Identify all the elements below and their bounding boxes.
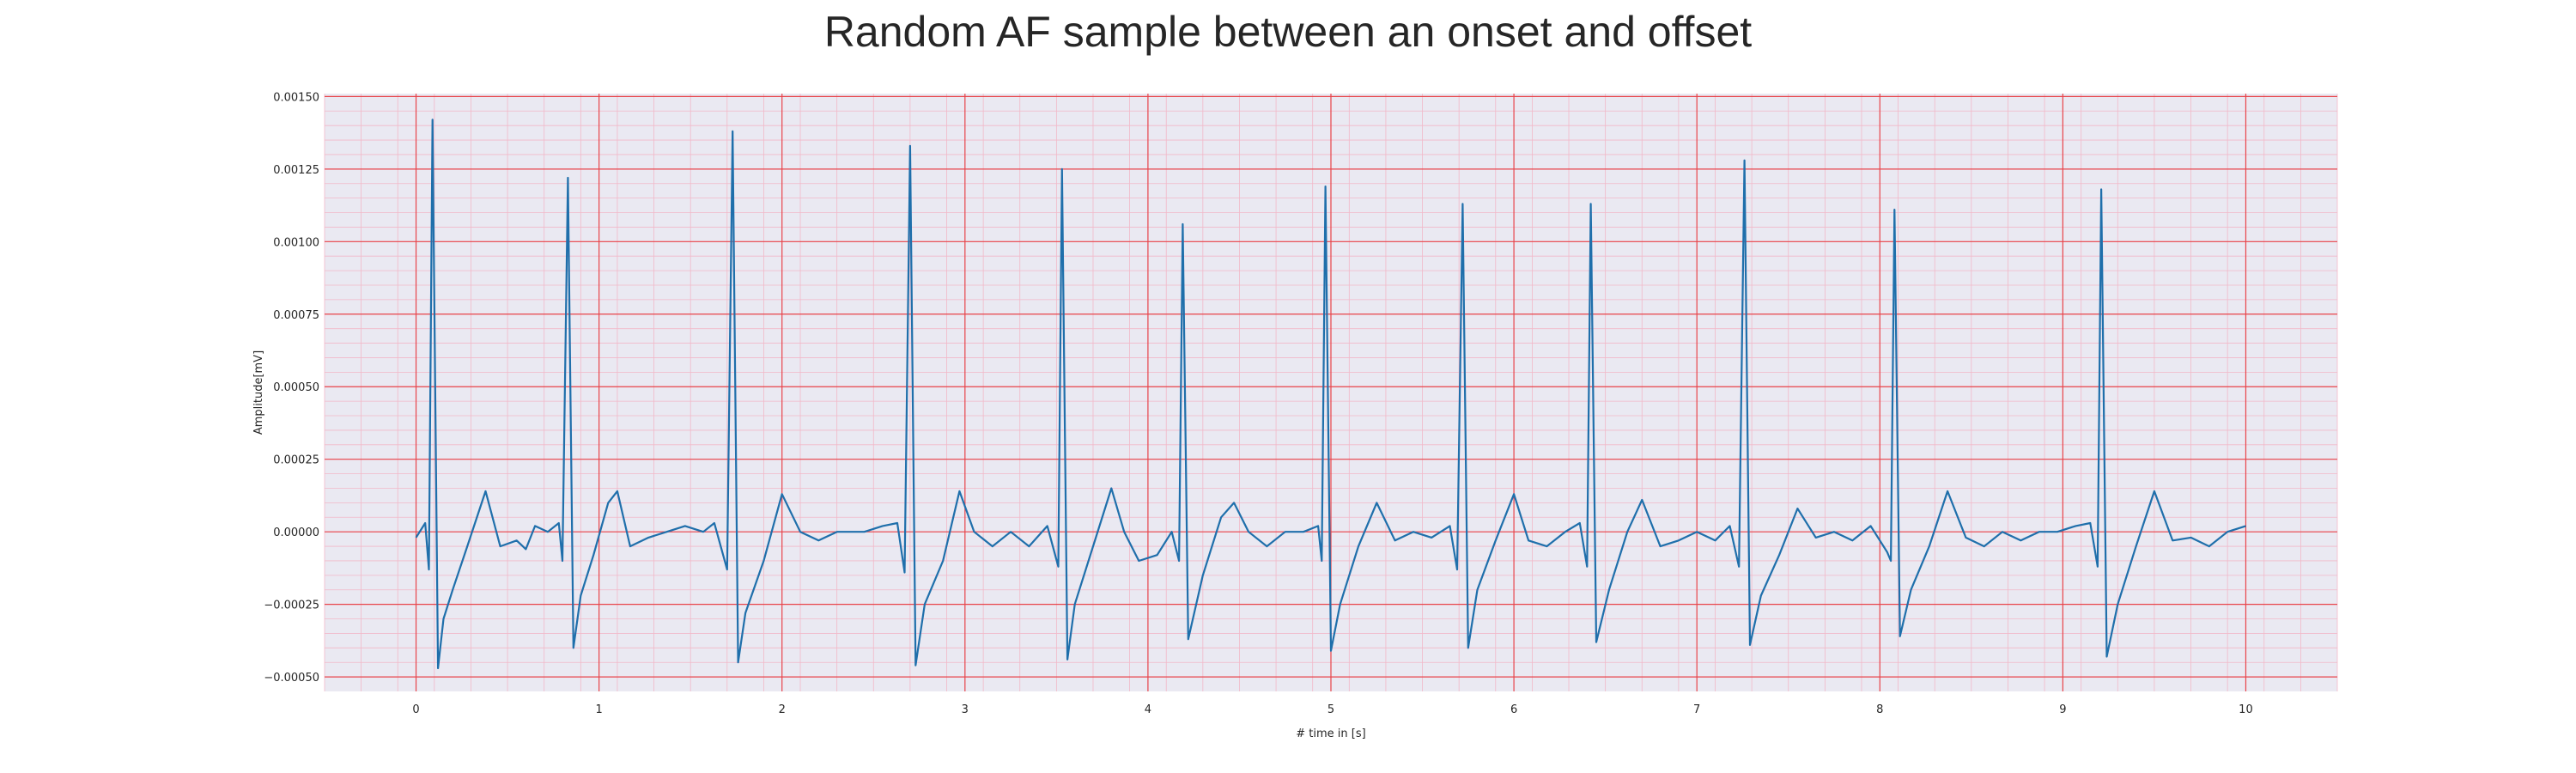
y-axis-label: Amplitude[mV] — [252, 350, 265, 435]
y-tick-label: 0.00150 — [273, 91, 319, 104]
y-tick-label: 0.00100 — [273, 236, 319, 249]
x-tick-label: 0 — [412, 703, 419, 716]
x-tick-label: 6 — [1510, 703, 1517, 716]
x-tick-label: 3 — [962, 703, 969, 716]
x-tick-label: 10 — [2239, 703, 2253, 716]
major-grid — [325, 94, 2337, 691]
y-tick-label: 0.00125 — [273, 164, 319, 177]
x-tick-labels: 0 1 2 3 4 5 6 7 8 9 10 — [412, 703, 2252, 716]
y-tick-label: −0.00025 — [264, 600, 319, 612]
x-tick-label: 5 — [1327, 703, 1334, 716]
y-tick-label: −0.00050 — [264, 672, 319, 685]
y-tick-label: 0.00050 — [273, 381, 319, 394]
x-tick-label: 2 — [779, 703, 786, 716]
y-tick-labels: 0.00150 0.00125 0.00100 0.00075 0.00050 0.000… — [264, 91, 319, 685]
y-tick-label: 0.00000 — [273, 526, 319, 539]
chart-title: Random AF sample between an onset and of… — [823, 8, 1753, 56]
x-tick-label: 9 — [2059, 703, 2066, 716]
x-tick-label: 7 — [1693, 703, 1700, 716]
y-tick-label: 0.00075 — [273, 309, 319, 322]
y-tick-label: 0.00025 — [273, 454, 319, 467]
x-axis-label: # time in [s] — [1296, 727, 1365, 740]
ecg-signal-line — [415, 119, 2246, 670]
x-tick-label: 8 — [1876, 703, 1883, 716]
x-tick-label: 4 — [1145, 703, 1151, 716]
x-tick-label: 1 — [595, 703, 602, 716]
